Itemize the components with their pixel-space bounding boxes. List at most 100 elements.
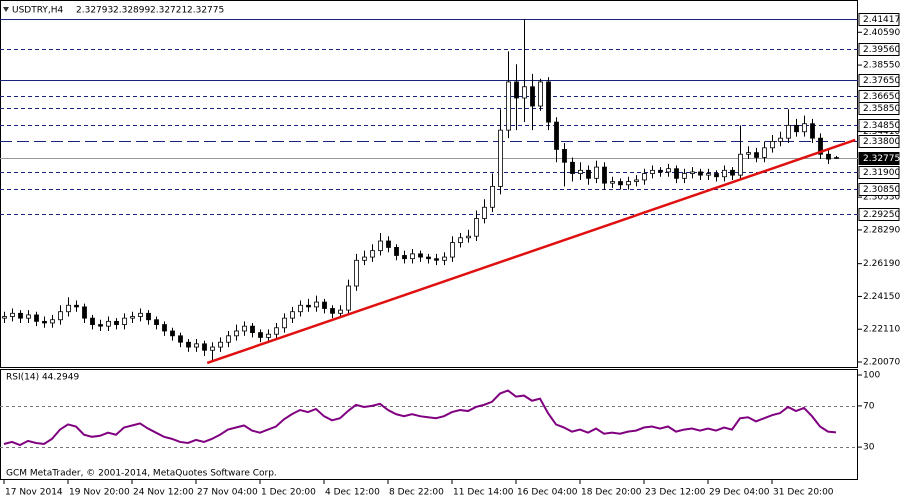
level-box bbox=[858, 183, 900, 196]
y-tick-label: 2.34410 bbox=[863, 127, 900, 137]
candle-body bbox=[394, 247, 399, 256]
x-tick-label: 19 Nov 20:00 bbox=[69, 488, 130, 498]
candle-body bbox=[634, 179, 639, 182]
candle-body bbox=[818, 137, 823, 155]
candle-body bbox=[330, 308, 335, 314]
candle-body bbox=[218, 341, 223, 348]
candle-body bbox=[426, 256, 431, 260]
candle-body bbox=[450, 242, 455, 258]
candle-body bbox=[650, 169, 655, 174]
level-label: 2.36650 bbox=[863, 92, 900, 102]
quote-value: 2.32793 bbox=[76, 6, 113, 16]
level-box bbox=[858, 119, 900, 132]
candle-body bbox=[194, 343, 199, 348]
candle-body bbox=[42, 320, 47, 324]
candle-body bbox=[242, 325, 247, 332]
level-label: 2.37650 bbox=[863, 76, 900, 86]
level-box bbox=[858, 102, 900, 115]
candle-body bbox=[106, 320, 111, 327]
candle-body bbox=[10, 312, 15, 317]
candle-body bbox=[490, 185, 495, 208]
candle-body bbox=[202, 343, 207, 351]
x-tick-label: 27 Nov 04:00 bbox=[197, 488, 258, 498]
candle-body bbox=[226, 335, 231, 343]
level-box bbox=[858, 166, 900, 179]
candle-body bbox=[346, 285, 351, 311]
candle-body bbox=[114, 320, 119, 325]
candle-body bbox=[618, 181, 623, 186]
candle-body bbox=[578, 169, 583, 174]
candle-body bbox=[722, 169, 727, 178]
x-tick-label: 16 Dec 04:00 bbox=[517, 488, 578, 498]
x-tick-label: 4 Dec 12:00 bbox=[325, 488, 380, 498]
candle-body bbox=[138, 312, 143, 317]
level-box bbox=[858, 13, 900, 26]
candle-body bbox=[90, 317, 95, 325]
candle-body bbox=[282, 317, 287, 329]
level-label: 2.33800 bbox=[863, 137, 900, 147]
quote-value: 2.32775 bbox=[187, 6, 224, 16]
x-tick-label: 17 Nov 2014 bbox=[5, 488, 63, 498]
candle-body bbox=[18, 312, 23, 319]
x-tick-label: 31 Dec 20:00 bbox=[773, 488, 834, 498]
candle-body bbox=[378, 240, 383, 252]
candle-body bbox=[514, 81, 519, 99]
candle-body bbox=[778, 137, 783, 142]
candle-body bbox=[754, 152, 759, 158]
level-box bbox=[858, 43, 900, 56]
candle-body bbox=[594, 166, 599, 179]
level-label: 2.32775 bbox=[863, 154, 900, 164]
candle-body bbox=[418, 253, 423, 258]
candle-body bbox=[642, 173, 647, 181]
x-tick-label: 1 Dec 20:00 bbox=[261, 488, 316, 498]
candle-body bbox=[362, 256, 367, 261]
candle-body bbox=[474, 218, 479, 237]
candle-body bbox=[786, 124, 791, 139]
rsi-title: RSI(14) 44.2949 bbox=[6, 373, 79, 383]
candle-body bbox=[658, 169, 663, 173]
y-tick-label: 2.24150 bbox=[863, 292, 900, 302]
level-label: 2.41417 bbox=[863, 15, 900, 25]
candle-body bbox=[714, 173, 719, 178]
candle-body bbox=[266, 333, 271, 338]
level-box bbox=[858, 74, 900, 87]
candle-body bbox=[274, 327, 279, 335]
candle-body bbox=[530, 86, 535, 107]
candle-body bbox=[178, 335, 183, 343]
y-tick-label: 2.38550 bbox=[863, 61, 900, 71]
candle-body bbox=[554, 121, 559, 150]
price-panel bbox=[0, 0, 858, 368]
quote-value: 2.32899 bbox=[113, 6, 150, 16]
candle-body bbox=[306, 304, 311, 308]
candle-body bbox=[314, 301, 319, 308]
candle-body bbox=[826, 153, 831, 160]
candle-body bbox=[698, 171, 703, 176]
level-label: 2.34850 bbox=[863, 121, 900, 131]
candle-body bbox=[162, 324, 167, 332]
credit: GCM MetaTrader, © 2001-2014, MetaQuotes … bbox=[6, 469, 277, 479]
chart-title: USDTRY,H4 bbox=[12, 6, 64, 16]
y-tick-label: 100 bbox=[863, 371, 880, 381]
y-tick-label: 2.22110 bbox=[863, 325, 900, 335]
candle-body bbox=[386, 240, 391, 248]
candle-body bbox=[626, 181, 631, 186]
candle-body bbox=[482, 206, 487, 219]
candle-body bbox=[538, 81, 543, 107]
candle-body bbox=[338, 309, 343, 314]
level-label: 2.29250 bbox=[863, 210, 900, 220]
candle-body bbox=[666, 168, 671, 173]
y-tick-label: 2.26190 bbox=[863, 259, 900, 269]
level-label: 2.30850 bbox=[863, 185, 900, 195]
candle-body bbox=[210, 346, 215, 351]
candle-body bbox=[434, 258, 439, 261]
level-box bbox=[858, 135, 900, 148]
candle-body bbox=[762, 147, 767, 158]
candle-body bbox=[146, 312, 151, 321]
y-tick-label: 2.28290 bbox=[863, 225, 900, 235]
x-tick-label: 23 Dec 12:00 bbox=[645, 488, 706, 498]
candle-body bbox=[410, 253, 415, 260]
level-box bbox=[858, 208, 900, 221]
candle-body bbox=[290, 311, 295, 319]
candle-body bbox=[458, 237, 463, 244]
